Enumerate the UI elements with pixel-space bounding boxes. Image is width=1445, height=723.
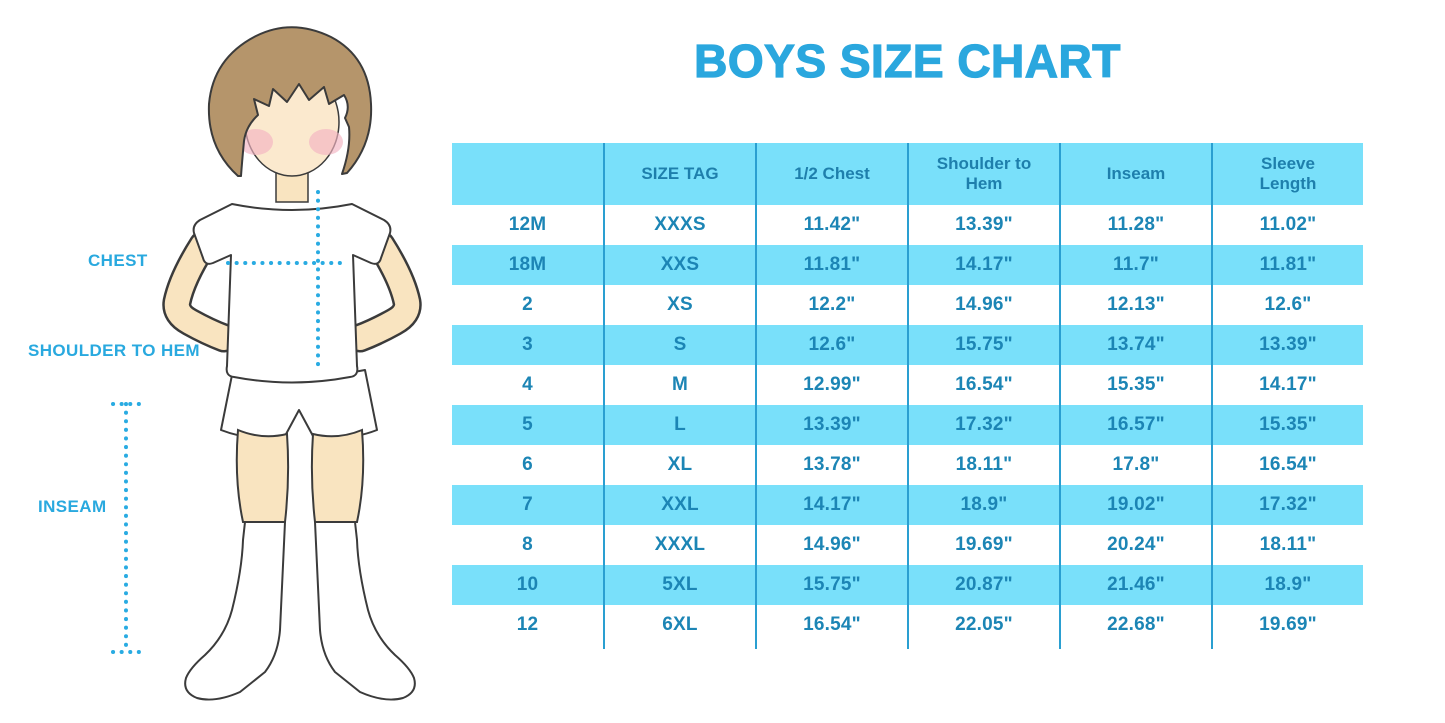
row-size-cell: 12M <box>508 214 547 235</box>
boy-figure-illustration <box>111 26 422 701</box>
row-size-cell: 12 <box>516 614 539 635</box>
table-cell: 13.78" <box>755 445 907 485</box>
table-cell: 17.32" <box>1211 485 1363 525</box>
table-cell: 18.9" <box>1211 565 1363 605</box>
row-size-cell: 8 <box>522 534 533 555</box>
row-size-cell: 6 <box>522 454 533 475</box>
header-cell: Inseam <box>1059 143 1211 205</box>
table-cell: 11.28" <box>1059 205 1211 245</box>
row-size-cell: 18M <box>452 245 603 285</box>
header-cell: Shoulder to Hem <box>907 143 1059 205</box>
table-cell: 16.54" <box>1211 445 1363 485</box>
boy-legs <box>235 428 365 523</box>
boy-hair <box>207 26 373 177</box>
table-cell: XXL <box>603 485 755 525</box>
table-cell: 12.6" <box>755 325 907 365</box>
row-size-cell: 10 <box>452 565 603 605</box>
divider-extension <box>1211 645 1363 649</box>
table-cell: 13.39" <box>907 205 1059 245</box>
table-cell: 15.75" <box>755 565 907 605</box>
measurement-guides <box>111 190 344 654</box>
table-cell: 16.54" <box>907 365 1059 405</box>
boy-tshirt <box>192 203 392 384</box>
table-cell: 19.69" <box>907 525 1059 565</box>
divider-extension <box>907 645 1059 649</box>
table-cell: 22.05" <box>907 605 1059 645</box>
table-cell: 17.8" <box>1059 445 1211 485</box>
table-cell: 15.35" <box>1211 405 1363 445</box>
boy-blush-right <box>309 129 343 155</box>
page-title: BOYS SIZE CHART <box>694 34 1121 87</box>
chest-label: CHEST <box>88 251 148 270</box>
row-size-cell: 4 <box>522 374 533 395</box>
table-cell: 20.87" <box>907 565 1059 605</box>
divider-extension <box>603 645 755 649</box>
table-cell: 17.32" <box>907 405 1059 445</box>
table-cell: 14.17" <box>1211 365 1363 405</box>
table-cell: 18.11" <box>907 445 1059 485</box>
table-cell: 12.6" <box>1211 285 1363 325</box>
table-cell: 12.99" <box>755 365 907 405</box>
table-cell: 11.81" <box>1211 245 1363 285</box>
divider-extension <box>755 645 907 649</box>
table-cell: 21.46" <box>1059 565 1211 605</box>
table-cell: 18.11" <box>1211 525 1363 565</box>
table-cell: 19.02" <box>1059 485 1211 525</box>
table-cell: 11.7" <box>1059 245 1211 285</box>
inseam-label: INSEAM <box>38 497 107 516</box>
size-table: SIZE TAG 1/2 Chest Shoulder to Hem Inseam Sl… <box>452 143 1363 649</box>
table-cell: 13.74" <box>1059 325 1211 365</box>
table-cell: 14.17" <box>907 245 1059 285</box>
row-size-cell: 3 <box>452 325 603 365</box>
table-cell: XXXS <box>603 205 755 245</box>
row-size-cell: 7 <box>452 485 603 525</box>
table-cell: XL <box>603 445 755 485</box>
table-cell: 12.2" <box>755 285 907 325</box>
row-size-cell: 2 <box>522 294 533 315</box>
table-cell: 14.96" <box>907 285 1059 325</box>
table-cell: 20.24" <box>1059 525 1211 565</box>
table-cell: L <box>603 405 755 445</box>
table-cell: XS <box>603 285 755 325</box>
table-cell: 16.57" <box>1059 405 1211 445</box>
table-cell: 11.42" <box>755 205 907 245</box>
header-cell-empty <box>452 143 603 205</box>
boy-socks <box>184 521 416 701</box>
shoulder-to-hem-label: SHOULDER TO HEM <box>28 341 200 360</box>
row-size-cell: 5 <box>452 405 603 445</box>
table-cell: 11.81" <box>755 245 907 285</box>
table-cell: 13.39" <box>755 405 907 445</box>
table-cell: 15.35" <box>1059 365 1211 405</box>
table-cell: XXS <box>603 245 755 285</box>
header-cell: Sleeve Length <box>1211 143 1363 205</box>
divider-extension <box>1059 645 1211 649</box>
boy-arms <box>162 230 422 353</box>
table-cell: 11.02" <box>1211 205 1363 245</box>
table-cell: 19.69" <box>1211 605 1363 645</box>
table-cell: 14.17" <box>755 485 907 525</box>
table-cell: 16.54" <box>755 605 907 645</box>
table-cell: M <box>603 365 755 405</box>
table-cell: 22.68" <box>1059 605 1211 645</box>
table-cell: XXXL <box>603 525 755 565</box>
boy-blush-left <box>239 129 273 155</box>
divider-extension <box>452 645 603 649</box>
table-cell: 5XL <box>603 565 755 605</box>
header-cell: SIZE TAG <box>603 143 755 205</box>
header-cell: 1/2 Chest <box>755 143 907 205</box>
table-cell: 18.9" <box>907 485 1059 525</box>
table-cell: 14.96" <box>755 525 907 565</box>
table-cell: 6XL <box>603 605 755 645</box>
table-cell: 15.75" <box>907 325 1059 365</box>
table-cell: 13.39" <box>1211 325 1363 365</box>
table-cell: 12.13" <box>1059 285 1211 325</box>
table-cell: S <box>603 325 755 365</box>
